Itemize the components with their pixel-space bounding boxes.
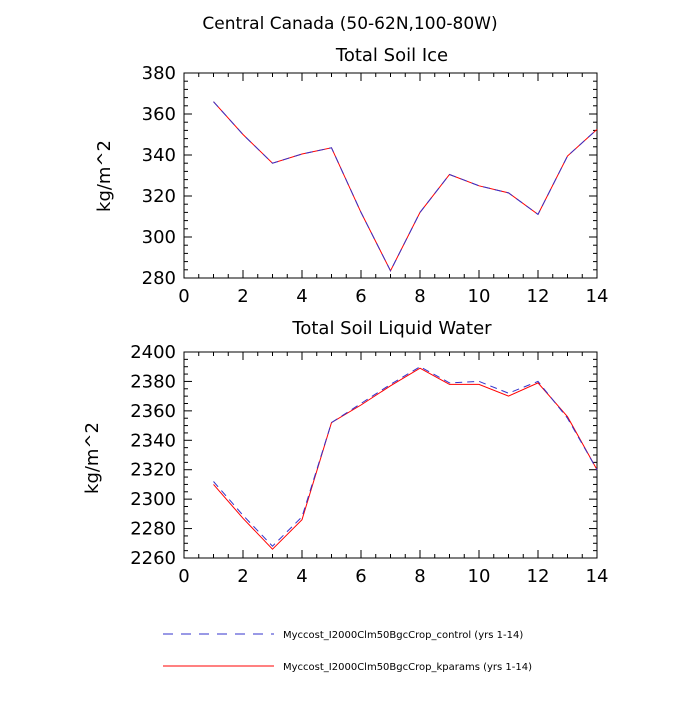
legend: Myccost_I2000Clm50BgcCrop_control (yrs 1… bbox=[163, 630, 532, 673]
y-tick-label: 2280 bbox=[130, 519, 176, 540]
y-tick-label: 2380 bbox=[130, 371, 176, 392]
x-tick-label: 14 bbox=[586, 286, 609, 307]
panel-total-soil-liquid-water: Total Soil Liquid Water kg/m^2 0 2 4 6 8 10 12… bbox=[82, 318, 608, 587]
x-tick-label: 12 bbox=[527, 566, 550, 587]
x-tick-label: 6 bbox=[355, 286, 366, 307]
x-tick-label: 4 bbox=[296, 566, 307, 587]
y-tick-label: 2360 bbox=[130, 401, 176, 422]
x-tick-label: 2 bbox=[237, 286, 248, 307]
y-tick-label: 300 bbox=[142, 227, 176, 248]
x-tick-label: 0 bbox=[178, 566, 189, 587]
x-tick-label: 0 bbox=[178, 286, 189, 307]
legend-label-kparams: Myccost_I2000Clm50BgcCrop_kparams (yrs 1… bbox=[283, 662, 532, 673]
y-tick-label: 2340 bbox=[130, 430, 176, 451]
y-axis-label: kg/m^2 bbox=[94, 140, 115, 212]
plot-frame bbox=[183, 72, 598, 279]
y-tick-label: 380 bbox=[142, 63, 176, 84]
y-tick-label: 2400 bbox=[130, 342, 176, 363]
x-tick-label: 6 bbox=[355, 566, 366, 587]
y-tick-label: 2320 bbox=[130, 460, 176, 481]
x-tick-label: 10 bbox=[468, 286, 491, 307]
x-tick-label: 10 bbox=[468, 566, 491, 587]
x-tick-label: 8 bbox=[414, 286, 425, 307]
y-tick-label: 340 bbox=[142, 145, 176, 166]
y-tick-label: 2300 bbox=[130, 489, 176, 510]
x-tick-label: 4 bbox=[296, 286, 307, 307]
x-tick-label: 2 bbox=[237, 566, 248, 587]
series-line-control bbox=[213, 366, 598, 547]
series-line-kparams bbox=[213, 367, 598, 550]
y-tick-label: 2260 bbox=[130, 548, 176, 569]
series-line-control bbox=[213, 101, 598, 272]
x-tick-label: 14 bbox=[586, 566, 609, 587]
legend-label-control: Myccost_I2000Clm50BgcCrop_control (yrs 1… bbox=[283, 630, 523, 641]
y-tick-label: 320 bbox=[142, 186, 176, 207]
panel-title: Total Soil Ice bbox=[335, 45, 448, 66]
panel-total-soil-ice: Total Soil Ice kg/m^2 0 2 4 6 8 10 12 14 280 300 3… bbox=[94, 45, 608, 307]
y-axis-label: kg/m^2 bbox=[82, 422, 103, 494]
panel-title: Total Soil Liquid Water bbox=[291, 318, 492, 339]
y-tick-label: 360 bbox=[142, 104, 176, 125]
series-line-kparams bbox=[213, 101, 598, 272]
figure-title: Central Canada (50-62N,100-80W) bbox=[202, 14, 497, 34]
y-tick-label: 280 bbox=[142, 268, 176, 289]
x-tick-label: 12 bbox=[527, 286, 550, 307]
x-tick-label: 8 bbox=[414, 566, 425, 587]
